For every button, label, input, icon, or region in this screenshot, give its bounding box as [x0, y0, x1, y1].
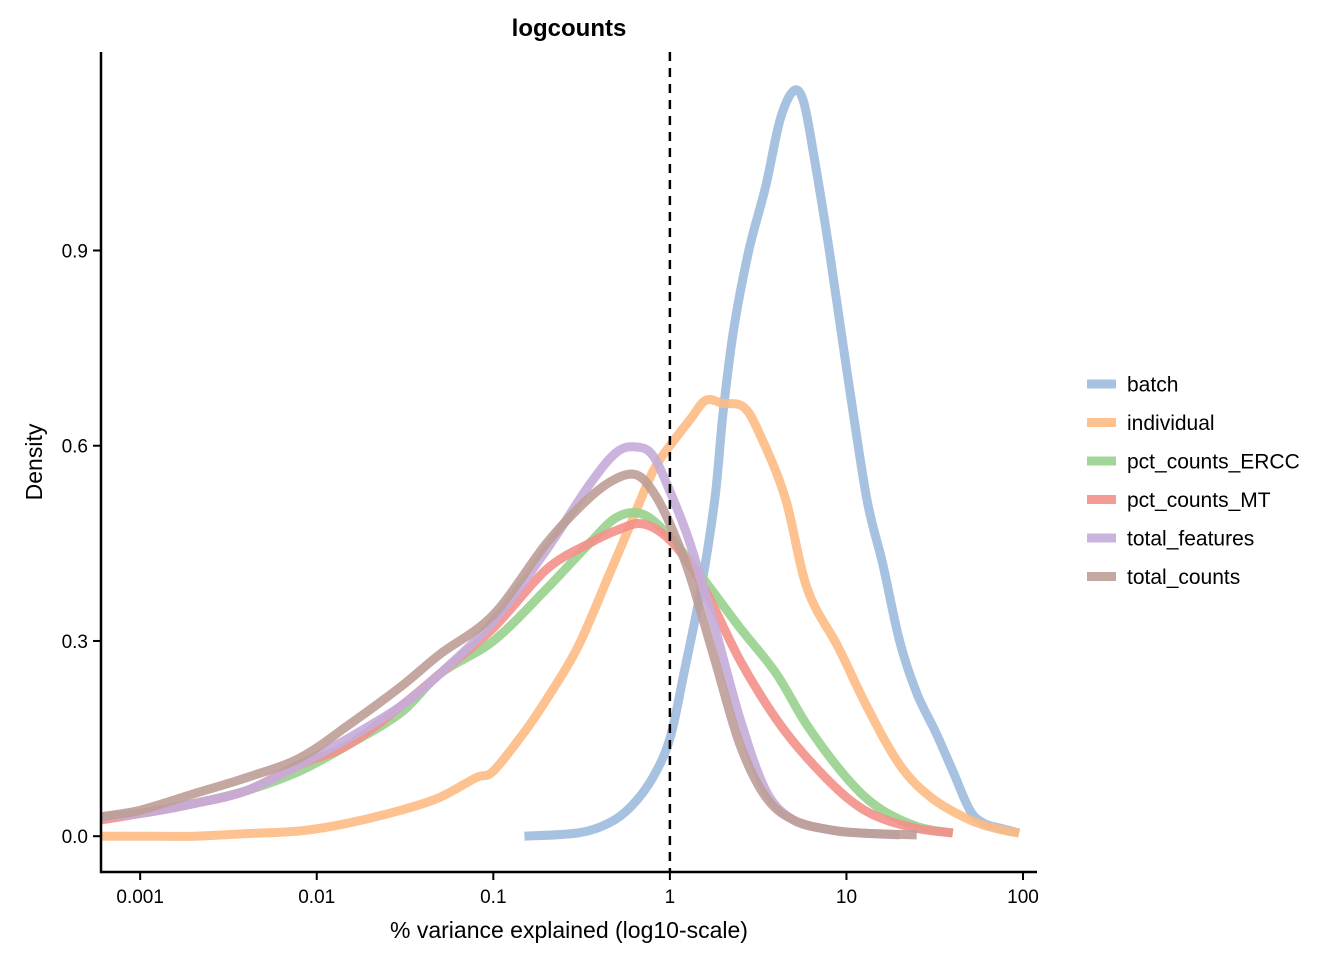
legend-label: pct_counts_ERCC — [1127, 451, 1300, 474]
y-tick-label: 0.0 — [62, 827, 88, 848]
legend-item-individual: individual — [1087, 412, 1215, 435]
x-tick-label: 0.001 — [116, 887, 164, 908]
x-tick-label: 1 — [665, 887, 676, 908]
density-curve-individual — [100, 394, 1020, 841]
chart-title: logcounts — [512, 15, 627, 42]
legend: batch individual pct_counts_ERCC pct_counts… — [1087, 374, 1300, 589]
density-curve-batch — [524, 85, 1021, 841]
y-tick-label: 0.3 — [62, 632, 88, 653]
x-tick-label: 100 — [1007, 887, 1039, 908]
legend-label: pct_counts_MT — [1127, 489, 1271, 512]
density-curves — [100, 85, 1021, 841]
legend-item-total-counts: total_counts — [1087, 566, 1240, 589]
legend-label: batch — [1127, 374, 1178, 397]
legend-item-batch: batch — [1087, 374, 1178, 397]
y-tick-label: 0.9 — [62, 241, 88, 262]
legend-item-total-features: total_features — [1087, 528, 1254, 551]
y-axis-ticks: 0.0 0.3 0.6 0.9 — [62, 241, 101, 848]
y-axis-label: Density — [21, 423, 47, 500]
x-tick-label: 0.01 — [298, 887, 335, 908]
y-tick-label: 0.6 — [62, 437, 88, 458]
legend-label: total_features — [1127, 528, 1254, 551]
x-tick-label: 0.1 — [480, 887, 506, 908]
x-axis-ticks: 0.001 0.01 0.1 1 10 100 — [116, 872, 1039, 908]
legend-item-pct-counts-MT: pct_counts_MT — [1087, 489, 1271, 512]
x-tick-label: 10 — [836, 887, 857, 908]
legend-label: total_counts — [1127, 566, 1240, 589]
x-axis-label: % variance explained (log10-scale) — [390, 917, 748, 943]
legend-label: individual — [1127, 412, 1215, 435]
legend-item-pct-counts-ERCC: pct_counts_ERCC — [1087, 451, 1300, 474]
density-curve-total-counts — [100, 469, 917, 840]
